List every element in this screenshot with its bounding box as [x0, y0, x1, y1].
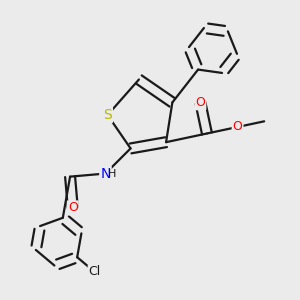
Text: S: S [103, 108, 112, 122]
Text: O: O [233, 121, 242, 134]
Text: H: H [108, 169, 117, 178]
Text: N: N [100, 167, 111, 181]
Text: O: O [68, 201, 78, 214]
Text: O: O [196, 96, 206, 109]
Text: Cl: Cl [89, 266, 101, 278]
